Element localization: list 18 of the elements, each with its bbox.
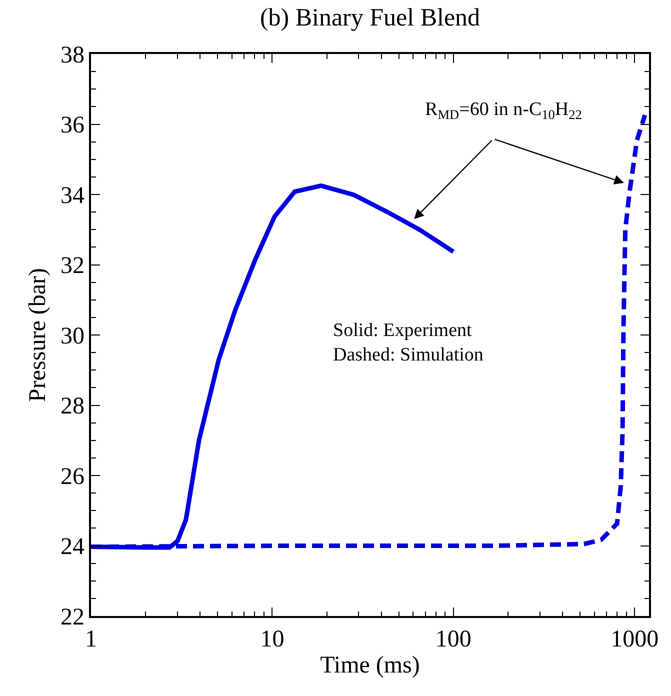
x-tick-label: 1	[85, 626, 97, 653]
y-tick-label: 32	[60, 253, 84, 280]
y-tick-label: 24	[60, 534, 84, 560]
x-axis-title: Time (ms)	[320, 652, 420, 678]
x-tick-label: 10	[260, 626, 284, 653]
y-axis-title: Pressure (bar)	[25, 268, 52, 402]
y-tick-label: 36	[60, 112, 84, 139]
y-tick-label: 28	[60, 394, 84, 420]
y-tick-label: 26	[60, 464, 84, 490]
y-tick-label: 38	[60, 42, 84, 68]
annotation: Solid: Experiment Dashed: Simulation	[333, 320, 484, 366]
x-tick-label: 100	[435, 626, 472, 653]
annotation: R$_{MD}$=60 in n-C$_{10}$H$_{22}$	[425, 99, 582, 122]
y-tick-label: 22	[60, 604, 84, 630]
chart-title: (b) Binary Fuel Blend	[260, 4, 481, 32]
y-tick-label: 34	[60, 182, 84, 209]
x-tick-label: 1000	[610, 626, 659, 653]
y-tick-label: 30	[60, 323, 84, 350]
